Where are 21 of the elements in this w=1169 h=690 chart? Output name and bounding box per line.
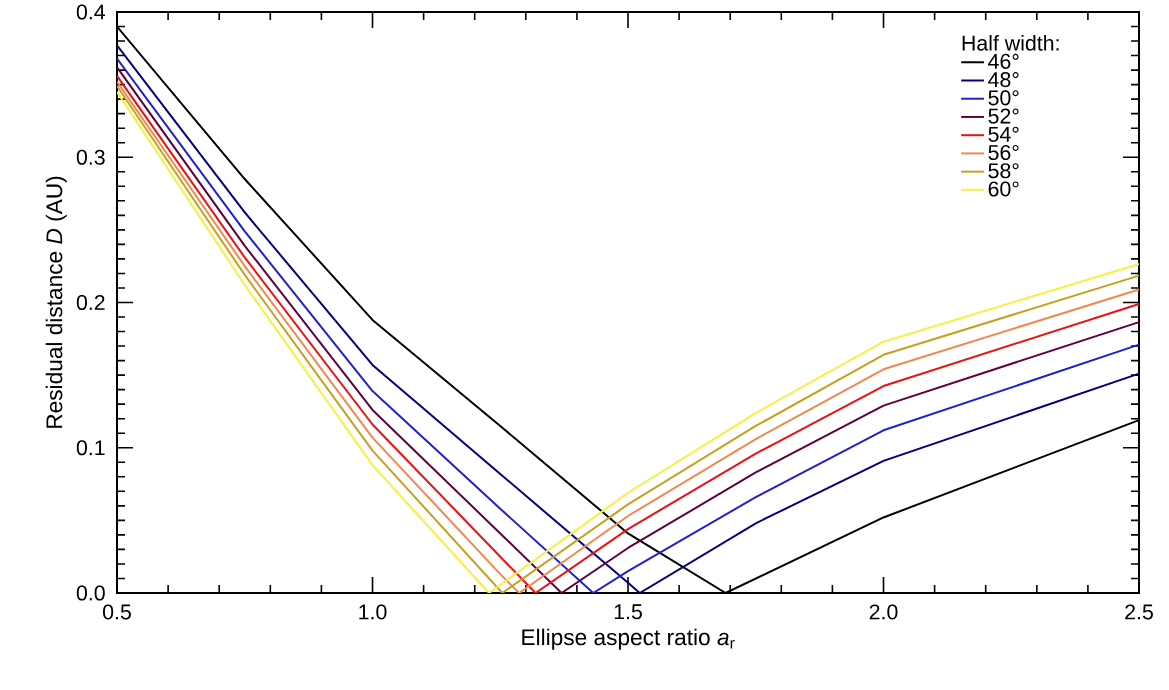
x-tick-label: 0.5	[103, 604, 131, 620]
legend-title: Half width:	[962, 35, 1059, 51]
y-tick-label: 0.2	[76, 294, 105, 311]
legend-label: 60°	[988, 181, 1019, 197]
legend-label: 50°	[988, 90, 1019, 106]
x-tick-label: 2.5	[1125, 604, 1153, 620]
legend-label: 56°	[988, 144, 1019, 161]
legend-label: 52°	[988, 108, 1019, 124]
legend-label: 54°	[988, 126, 1019, 142]
legend-label: 58°	[988, 163, 1019, 179]
legend-label: 48°	[988, 72, 1019, 88]
y-tick-label: 0.0	[76, 585, 105, 601]
y-tick-label: 0.4	[76, 4, 105, 20]
y-axis-title: Residual distance D (AU)	[45, 176, 67, 428]
y-tick-label: 0.1	[76, 440, 105, 456]
x-tick-label: 2.0	[869, 604, 898, 620]
x-axis-title: Ellipse aspect ratio a$_{r}$	[522, 628, 735, 650]
y-tick-label: 0.3	[76, 149, 105, 165]
legend-label: 46°	[988, 53, 1019, 69]
x-tick-label: 1.5	[614, 604, 642, 620]
x-tick-label: 1.0	[359, 604, 387, 620]
